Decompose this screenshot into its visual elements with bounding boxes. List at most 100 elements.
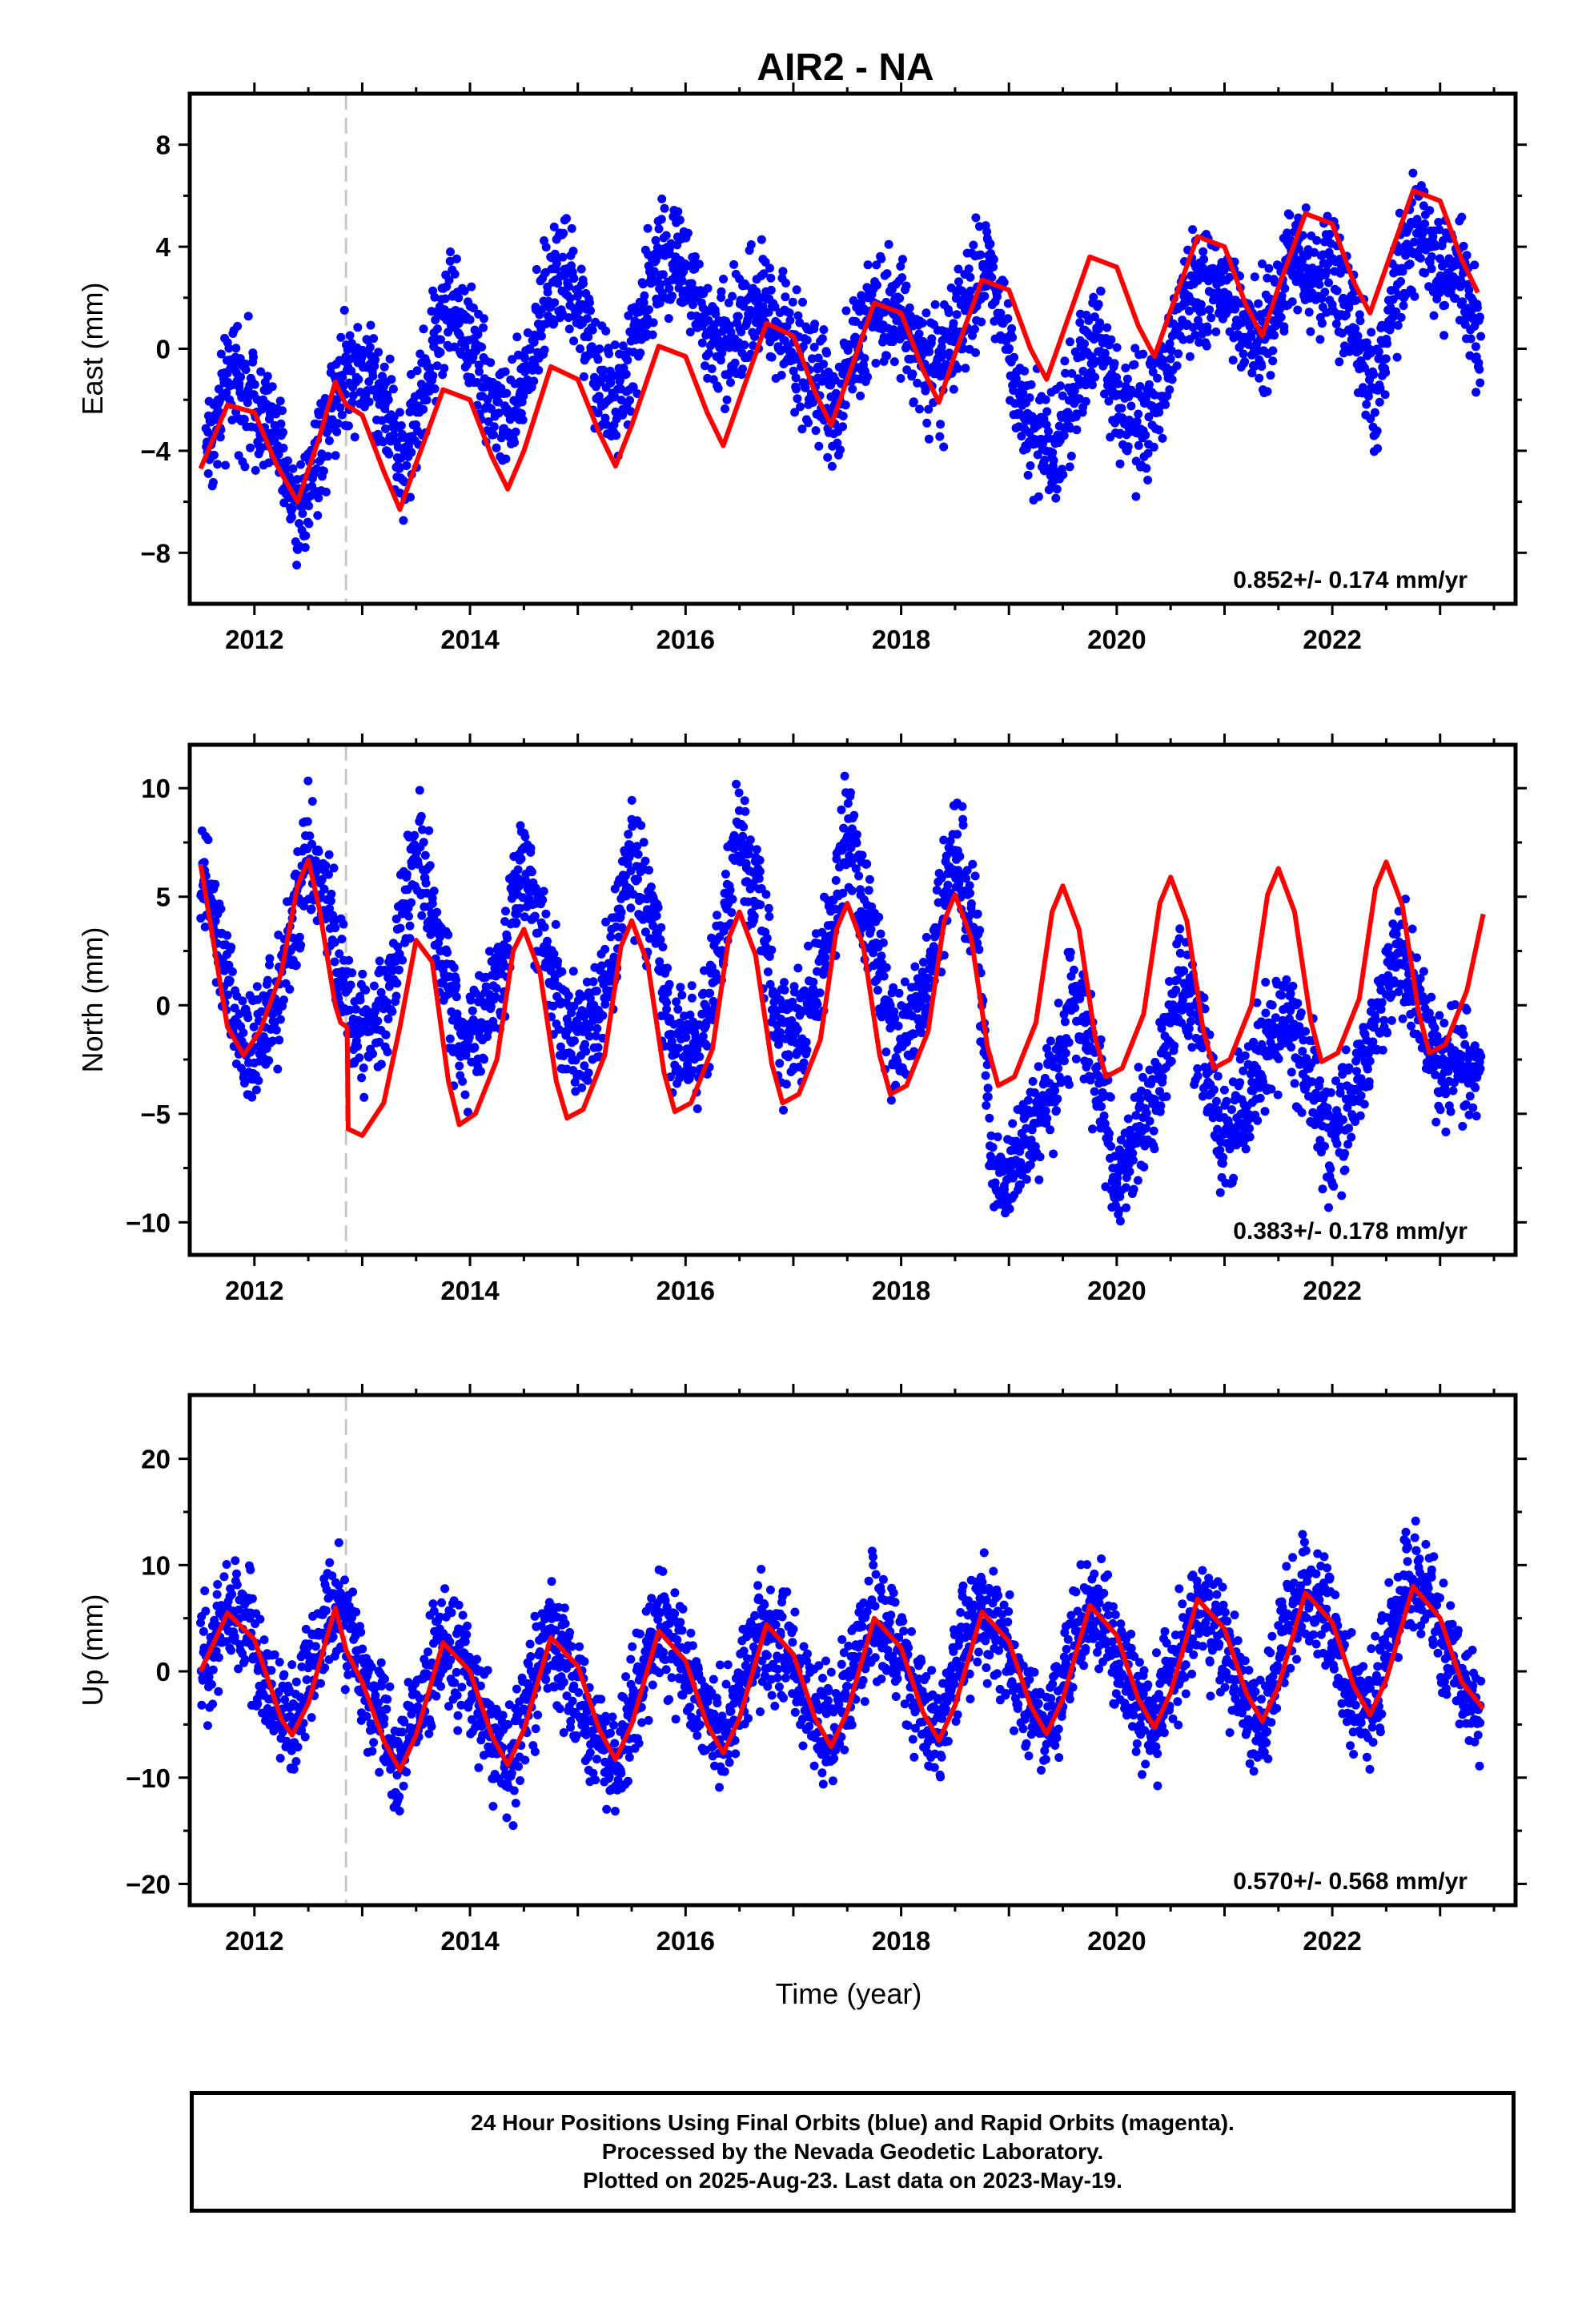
scatter-point	[1052, 1106, 1061, 1116]
scatter-point	[579, 279, 588, 288]
scatter-point	[591, 317, 600, 327]
scatter-point	[921, 932, 931, 942]
scatter-point	[953, 364, 962, 373]
scatter-point	[287, 513, 296, 522]
scatter-point	[1141, 430, 1150, 440]
scatter-point	[549, 222, 559, 231]
scatter-point	[1056, 1078, 1066, 1088]
scatter-point	[353, 323, 363, 332]
scatter-point	[677, 991, 687, 1000]
scatter-point	[353, 1042, 363, 1051]
scatter-point	[339, 919, 348, 929]
scatter-point	[969, 240, 978, 250]
scatter-point	[369, 334, 379, 344]
scatter-point	[877, 951, 886, 961]
scatter-point	[601, 420, 611, 429]
scatter-point	[1025, 393, 1034, 403]
scatter-point	[764, 903, 773, 913]
scatter-point	[399, 516, 408, 525]
scatter-point	[962, 874, 970, 883]
scatter-point	[1052, 485, 1062, 494]
scatter-point	[1401, 251, 1411, 260]
scatter-point	[227, 967, 237, 976]
scatter-point	[1355, 316, 1365, 326]
scatter-point	[541, 909, 551, 919]
scatter-point	[1094, 300, 1103, 309]
scatter-point	[1128, 1148, 1138, 1158]
scatter-point	[1366, 414, 1375, 424]
scatter-point	[663, 963, 673, 973]
scatter-point	[1301, 203, 1311, 212]
scatter-point	[1134, 1063, 1143, 1072]
scatter-point	[797, 424, 807, 434]
scatter-point	[534, 365, 544, 375]
scatter-point	[924, 434, 934, 444]
scatter-point	[296, 940, 306, 950]
scatter-point	[740, 796, 749, 806]
scatter-point	[889, 983, 898, 992]
scatter-point	[658, 943, 668, 951]
scatter-point	[646, 883, 656, 891]
scatter-point	[1362, 338, 1371, 348]
scatter-point	[767, 352, 777, 362]
scatter-point	[1017, 432, 1026, 441]
scatter-point	[983, 1092, 993, 1102]
scatter-point	[664, 314, 673, 324]
scatter-point	[264, 1055, 274, 1065]
scatter-point	[667, 1036, 677, 1046]
y-tick-label: 0	[156, 335, 171, 364]
scatter-point	[1122, 1203, 1131, 1212]
scatter-point	[644, 866, 654, 875]
scatter-point	[1239, 349, 1248, 359]
scatter-point	[410, 830, 420, 840]
scatter-point	[603, 992, 612, 1002]
scatter-point	[480, 1055, 489, 1064]
scatter-point	[225, 976, 235, 985]
scatter-point	[882, 269, 892, 279]
scatter-point	[1440, 300, 1449, 310]
scatter-point	[1121, 364, 1130, 372]
scatter-point	[661, 231, 671, 240]
scatter-point	[862, 859, 872, 869]
scatter-point	[725, 886, 735, 895]
scatter-point	[500, 367, 510, 376]
scatter-point	[1369, 370, 1379, 380]
scatter-point	[1008, 1119, 1018, 1128]
scatter-point	[1375, 384, 1385, 393]
scatter-point	[1016, 1180, 1025, 1189]
scatter-point	[1139, 1162, 1149, 1172]
scatter-point	[249, 1022, 259, 1031]
scatter-point	[1138, 349, 1148, 359]
scatter-point	[856, 391, 865, 400]
scatter-point	[872, 260, 881, 270]
scatter-point	[1102, 323, 1112, 332]
scatter-point	[313, 511, 323, 521]
scatter-point	[831, 875, 841, 885]
scatter-point	[1323, 211, 1332, 221]
scatter-point	[1198, 307, 1207, 316]
scatter-point	[970, 324, 979, 334]
scatter-point	[604, 349, 614, 359]
scatter-point	[804, 941, 813, 951]
scatter-point	[993, 1132, 1002, 1142]
scatter-point	[516, 854, 526, 863]
scatter-point	[857, 850, 867, 860]
scatter-point	[1144, 412, 1154, 422]
scatter-point	[980, 292, 990, 301]
scatter-point	[243, 398, 252, 408]
scatter-point	[1061, 1048, 1070, 1058]
scatter-point	[668, 292, 677, 301]
scatter-point	[556, 1042, 565, 1051]
scatter-point	[1240, 357, 1250, 367]
scatter-point	[767, 945, 777, 955]
scatter-point	[851, 864, 861, 874]
scatter-point	[467, 1057, 476, 1067]
scatter-point	[292, 561, 302, 570]
scatter-point	[741, 806, 750, 816]
scatter-point	[1080, 339, 1089, 348]
scatter-point	[1471, 342, 1480, 352]
scatter-point	[525, 344, 535, 354]
scatter-point	[452, 992, 461, 1002]
scatter-point	[274, 931, 283, 939]
scatter-point	[539, 887, 548, 896]
